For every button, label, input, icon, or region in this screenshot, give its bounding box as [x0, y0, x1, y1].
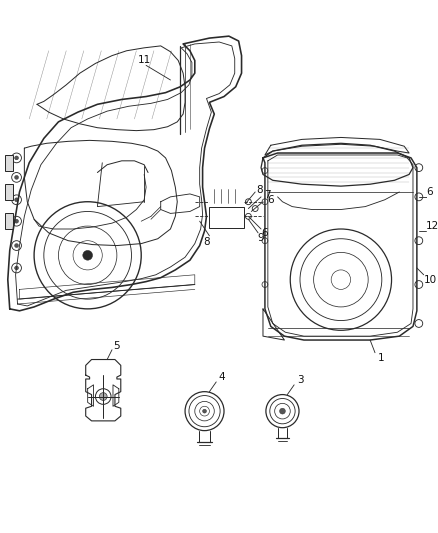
Circle shape: [245, 199, 251, 205]
Circle shape: [262, 199, 268, 205]
Circle shape: [415, 237, 423, 245]
Circle shape: [415, 164, 423, 172]
Circle shape: [99, 393, 107, 400]
Circle shape: [14, 175, 18, 179]
Circle shape: [279, 408, 286, 414]
Text: 10: 10: [424, 274, 437, 285]
Text: 6: 6: [261, 228, 268, 238]
Circle shape: [14, 266, 18, 270]
Text: 6: 6: [268, 195, 274, 205]
Circle shape: [83, 251, 92, 260]
Bar: [5, 184, 13, 200]
Text: 7: 7: [265, 190, 271, 200]
Circle shape: [245, 213, 251, 219]
Text: 8: 8: [257, 185, 263, 195]
Text: 9: 9: [258, 233, 265, 243]
Text: 4: 4: [219, 372, 226, 382]
Circle shape: [415, 320, 423, 327]
Circle shape: [14, 219, 18, 223]
Circle shape: [14, 244, 18, 247]
Bar: [209, 207, 244, 228]
Text: 5: 5: [113, 341, 120, 351]
Circle shape: [14, 156, 18, 160]
Circle shape: [415, 280, 423, 288]
Text: 1: 1: [378, 352, 385, 362]
Text: 12: 12: [426, 221, 438, 231]
Text: 8: 8: [203, 237, 210, 247]
Text: 6: 6: [427, 187, 433, 197]
Circle shape: [262, 281, 268, 287]
Circle shape: [252, 206, 258, 212]
Circle shape: [203, 409, 206, 413]
Text: 3: 3: [297, 375, 303, 385]
Bar: [5, 213, 13, 229]
Circle shape: [262, 238, 268, 244]
Circle shape: [14, 198, 18, 201]
Bar: [5, 155, 13, 171]
Circle shape: [262, 168, 268, 173]
Text: 11: 11: [138, 55, 151, 66]
Circle shape: [415, 193, 423, 201]
